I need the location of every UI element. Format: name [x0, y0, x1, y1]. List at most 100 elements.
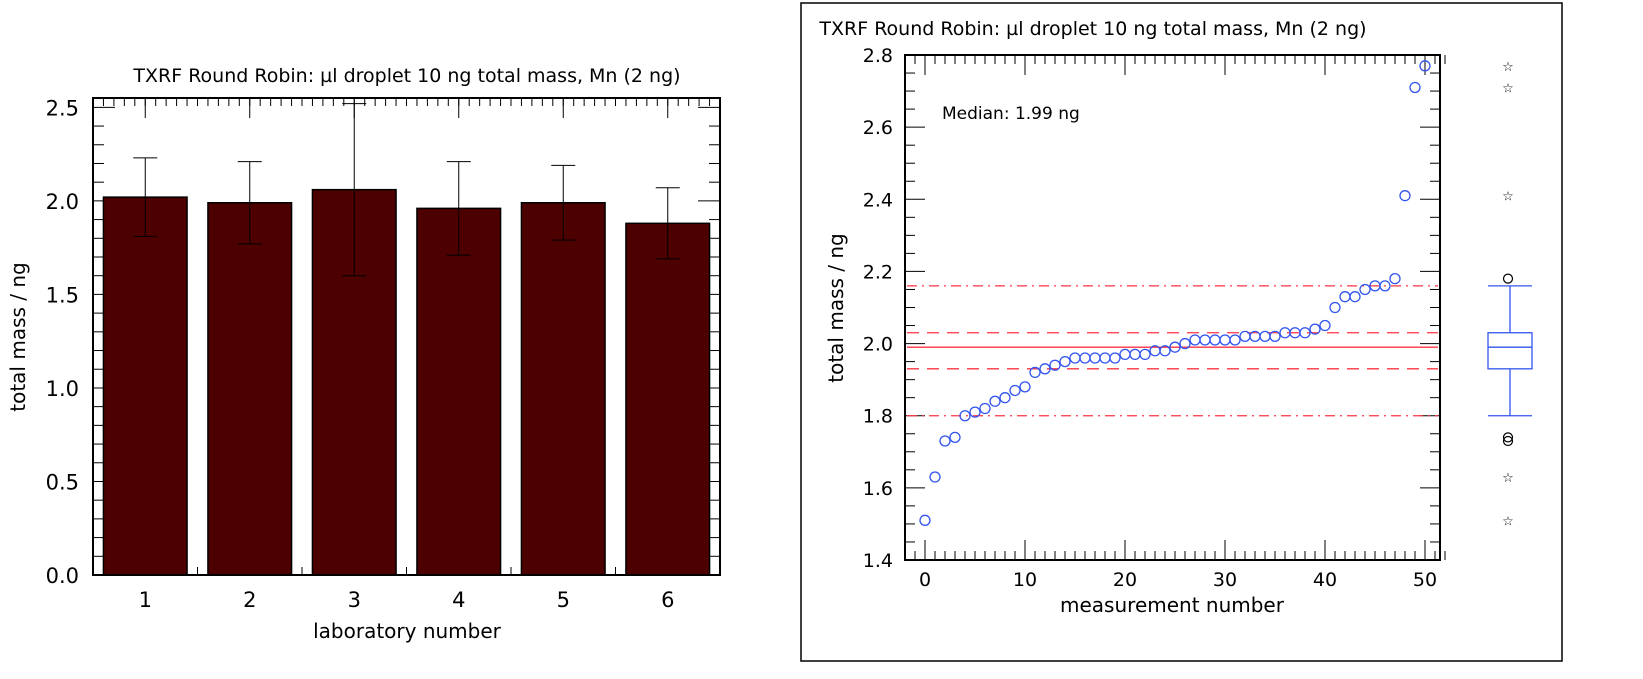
data-point — [1239, 330, 1251, 343]
data-point — [1079, 352, 1091, 364]
right-panel-border — [800, 2, 1563, 662]
data-point — [1059, 355, 1071, 368]
y-tick-label: 2.6 — [863, 117, 893, 139]
data-point — [1069, 352, 1081, 364]
data-point — [999, 392, 1011, 404]
data-point — [979, 402, 991, 415]
scatter-chart-title: TXRF Round Robin: µl droplet 10 ng total… — [818, 18, 1366, 40]
bar-chart-xlabel: laboratory number — [313, 619, 502, 643]
data-point — [1379, 280, 1391, 292]
y-tick-label: 1.4 — [863, 550, 893, 572]
data-point — [1329, 301, 1341, 314]
data-point — [919, 514, 931, 526]
boxplot-outlier-star: ☆ — [1502, 81, 1514, 96]
x-tick-label: 40 — [1313, 569, 1337, 591]
y-tick-label: 1.8 — [863, 406, 893, 428]
x-tick-label: 10 — [1013, 569, 1037, 591]
data-point — [939, 435, 951, 447]
boxplot-outlier-circle — [1502, 435, 1514, 447]
data-point — [989, 395, 1001, 407]
data-point — [1409, 81, 1421, 94]
data-point — [1349, 291, 1361, 303]
data-point — [1089, 352, 1101, 364]
data-point — [1139, 348, 1151, 361]
bar — [102, 196, 188, 576]
median-annotation: Median: 1.99 ng — [942, 104, 1080, 124]
y-tick-label: 1.5 — [46, 283, 79, 307]
scatter-chart-ylabel: total mass / ng — [824, 233, 848, 383]
x-tick-label: 1 — [139, 588, 152, 612]
data-point — [1309, 323, 1321, 335]
data-point — [1319, 319, 1331, 332]
data-point — [969, 406, 981, 418]
scatter-chart: TXRF Round Robin: µl droplet 10 ng total… — [818, 18, 1533, 617]
bar-chart-ylabel: total mass / ng — [6, 262, 30, 412]
y-tick-label: 2.2 — [863, 261, 893, 283]
data-point — [1039, 363, 1051, 375]
data-point — [1099, 352, 1111, 364]
x-tick-label: 2 — [243, 588, 256, 612]
x-tick-label: 50 — [1413, 569, 1437, 591]
bar — [520, 202, 606, 576]
scatter-chart-xlabel: measurement number — [1060, 593, 1285, 617]
y-tick-label: 1.0 — [46, 377, 79, 401]
y-tick-label: 1.6 — [863, 478, 893, 500]
data-point — [1389, 272, 1401, 285]
data-point — [1119, 348, 1131, 361]
data-point — [949, 431, 961, 444]
bar-chart: TXRF Round Robin: µl droplet 10 ng total… — [6, 65, 721, 643]
data-point — [1399, 190, 1411, 202]
data-point — [1419, 60, 1431, 72]
data-point — [1169, 341, 1181, 353]
data-point — [959, 410, 971, 422]
data-point — [1359, 283, 1371, 296]
data-point — [1299, 327, 1311, 339]
boxplot-outlier-star: ☆ — [1502, 190, 1514, 205]
x-tick-label: 3 — [348, 588, 361, 612]
data-point — [1259, 330, 1271, 343]
data-point — [1019, 381, 1031, 393]
y-tick-label: 0.5 — [46, 470, 79, 494]
data-point — [1009, 384, 1021, 397]
x-tick-label: 20 — [1113, 569, 1137, 591]
data-point — [1159, 345, 1171, 357]
data-point — [1129, 348, 1141, 361]
data-point — [1219, 334, 1231, 346]
bar-chart-title: TXRF Round Robin: µl droplet 10 ng total… — [132, 65, 680, 87]
data-point — [1339, 291, 1351, 303]
y-tick-label: 2.5 — [46, 96, 79, 120]
data-point — [1109, 352, 1121, 364]
boxplot-outlier-circle — [1502, 432, 1514, 443]
boxplot-outlier-circle — [1502, 273, 1514, 284]
plot-frame — [92, 97, 721, 576]
boxplot-outlier-star: ☆ — [1502, 471, 1514, 486]
y-tick-label: 2.8 — [863, 45, 893, 67]
bar — [625, 222, 711, 576]
data-point — [1049, 359, 1061, 371]
data-point — [1029, 366, 1041, 379]
x-tick-label: 30 — [1213, 569, 1237, 591]
data-point — [1209, 334, 1221, 346]
boxplot-box — [1487, 332, 1533, 370]
bar — [207, 202, 293, 576]
x-tick-label: 0 — [919, 569, 931, 591]
x-tick-label: 4 — [452, 588, 465, 612]
plot-frame — [904, 54, 1441, 561]
y-tick-label: 2.0 — [46, 190, 79, 214]
data-point — [1189, 334, 1201, 346]
data-point — [929, 471, 941, 483]
data-point — [1199, 334, 1211, 346]
y-tick-label: 2.4 — [863, 189, 893, 211]
boxplot-outlier-star: ☆ — [1502, 60, 1514, 75]
data-point — [1179, 337, 1191, 350]
boxplot-outlier-star: ☆ — [1502, 514, 1514, 529]
x-tick-label: 5 — [557, 588, 570, 612]
data-point — [1269, 330, 1281, 343]
x-tick-label: 6 — [661, 588, 674, 612]
bar — [416, 207, 502, 576]
y-tick-label: 2.0 — [863, 334, 893, 356]
data-point — [1229, 334, 1241, 346]
y-tick-label: 0.0 — [46, 564, 79, 588]
